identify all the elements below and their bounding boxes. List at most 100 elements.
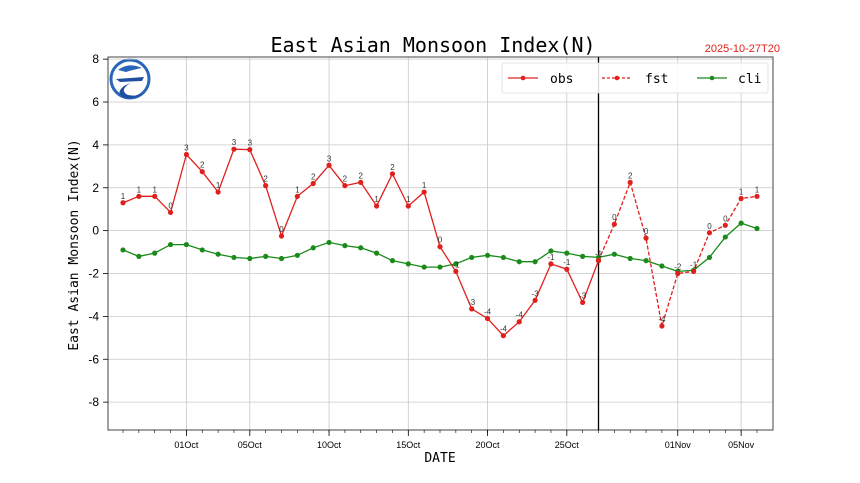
data-label-obs: 2 [390,163,395,172]
y-tick-label: -4 [88,309,99,323]
x-axis-label: DATE [424,451,455,466]
point-cli [548,248,554,254]
point-fst [691,268,697,274]
data-label-fst: 2 [628,171,633,180]
point-cli [516,259,522,265]
y-axis-label: East Asian Monsoon Index(N) [67,139,82,350]
point-obs [516,319,522,325]
x-tick-label: 01Nov [665,440,692,450]
point-cli [199,247,205,253]
x-tick-label: 20Oct [476,440,501,450]
point-cli [183,241,189,248]
y-axis-ticks: 8 6 4 2 0 -2 -4 -6 -8 [88,52,108,409]
plot-frame [107,56,774,431]
data-label-obs: 3 [184,144,189,153]
series-fst: 0 2 0 -4 -2 -1 0 0 1 1 [595,171,760,329]
point-obs [421,189,427,195]
point-obs [580,299,586,306]
x-tick-label: 05Oct [238,440,263,450]
y-tick-label: 0 [92,224,99,238]
x-tick-label: 05Nov [728,440,755,450]
y-tick-label: -6 [88,352,99,366]
point-cli [326,239,332,246]
point-fst [706,230,713,236]
point-cli [469,254,475,261]
y-tick-label: 4 [92,138,99,152]
point-fst [722,222,728,228]
data-label-fst: 0 [723,214,728,223]
point-obs [374,203,380,209]
point-cli [484,252,491,258]
y-tick-label: -8 [88,395,99,409]
point-obs [120,200,126,206]
data-label-obs: 1 [374,195,379,204]
point-cli [627,255,633,262]
point-fst [627,179,633,186]
x-tick-label: 25Oct [555,440,580,450]
data-label-obs: 1 [152,185,157,194]
point-obs [278,233,285,239]
data-label-obs: -4 [500,325,508,334]
point-cli [643,258,649,264]
legend-label-fst: fst [645,72,668,87]
point-obs [564,266,570,272]
point-cli [167,241,174,248]
point-cli [706,254,713,261]
point-cli [738,220,744,226]
legend-item-fst: fst [602,72,668,87]
data-label-obs: 1 [121,192,126,201]
point-cli [611,251,617,257]
data-label-obs: -3 [579,291,587,300]
logo-icon [109,58,151,100]
data-label-fst: 1 [739,187,744,196]
data-label-fst: -2 [674,263,682,272]
data-label-obs: -4 [484,308,492,317]
point-cli [152,250,158,256]
point-obs [183,151,189,158]
point-cli [500,254,506,261]
data-label-obs: 1 [406,195,411,204]
data-label-fst: -1 [690,260,698,269]
point-cli [358,245,364,251]
legend-box [501,62,769,94]
timestamp-label: 2025-10-27T20 [705,43,780,55]
point-obs [358,179,364,186]
point-cli [754,225,760,232]
point-fst [643,235,649,241]
point-cli [580,253,586,259]
point-cli [247,255,253,262]
point-cli [532,259,538,265]
point-obs [500,333,506,339]
point-cli [722,234,728,240]
point-obs [548,261,554,267]
point-obs [263,183,269,189]
legend-label-obs: obs [550,72,573,87]
point-cli [389,258,396,264]
data-label-obs: 2 [311,172,316,181]
data-label-fst: 0 [707,222,712,231]
x-tick-label: 10Oct [317,440,342,450]
point-obs [453,268,459,274]
data-label-obs: -3 [468,298,476,307]
point-obs [167,209,174,216]
axes [107,56,774,431]
point-cli [294,252,300,258]
y-tick-label: -2 [88,267,99,281]
legend-marker-cli [709,75,715,81]
point-obs [215,189,221,195]
chart-title: East Asian Monsoon Index(N) [270,33,595,57]
point-fst [675,270,681,277]
point-cli [564,250,570,256]
point-obs [326,162,332,168]
point-obs [294,193,300,199]
data-label-obs: -1 [595,250,603,259]
point-cli [453,261,459,267]
point-obs [136,193,142,199]
data-label-fst: 0 [644,227,649,236]
data-label-obs: 0 [438,236,443,245]
point-obs [532,297,538,303]
point-cli [231,254,237,261]
data-label-obs: 2 [343,175,348,184]
point-obs [231,146,237,152]
